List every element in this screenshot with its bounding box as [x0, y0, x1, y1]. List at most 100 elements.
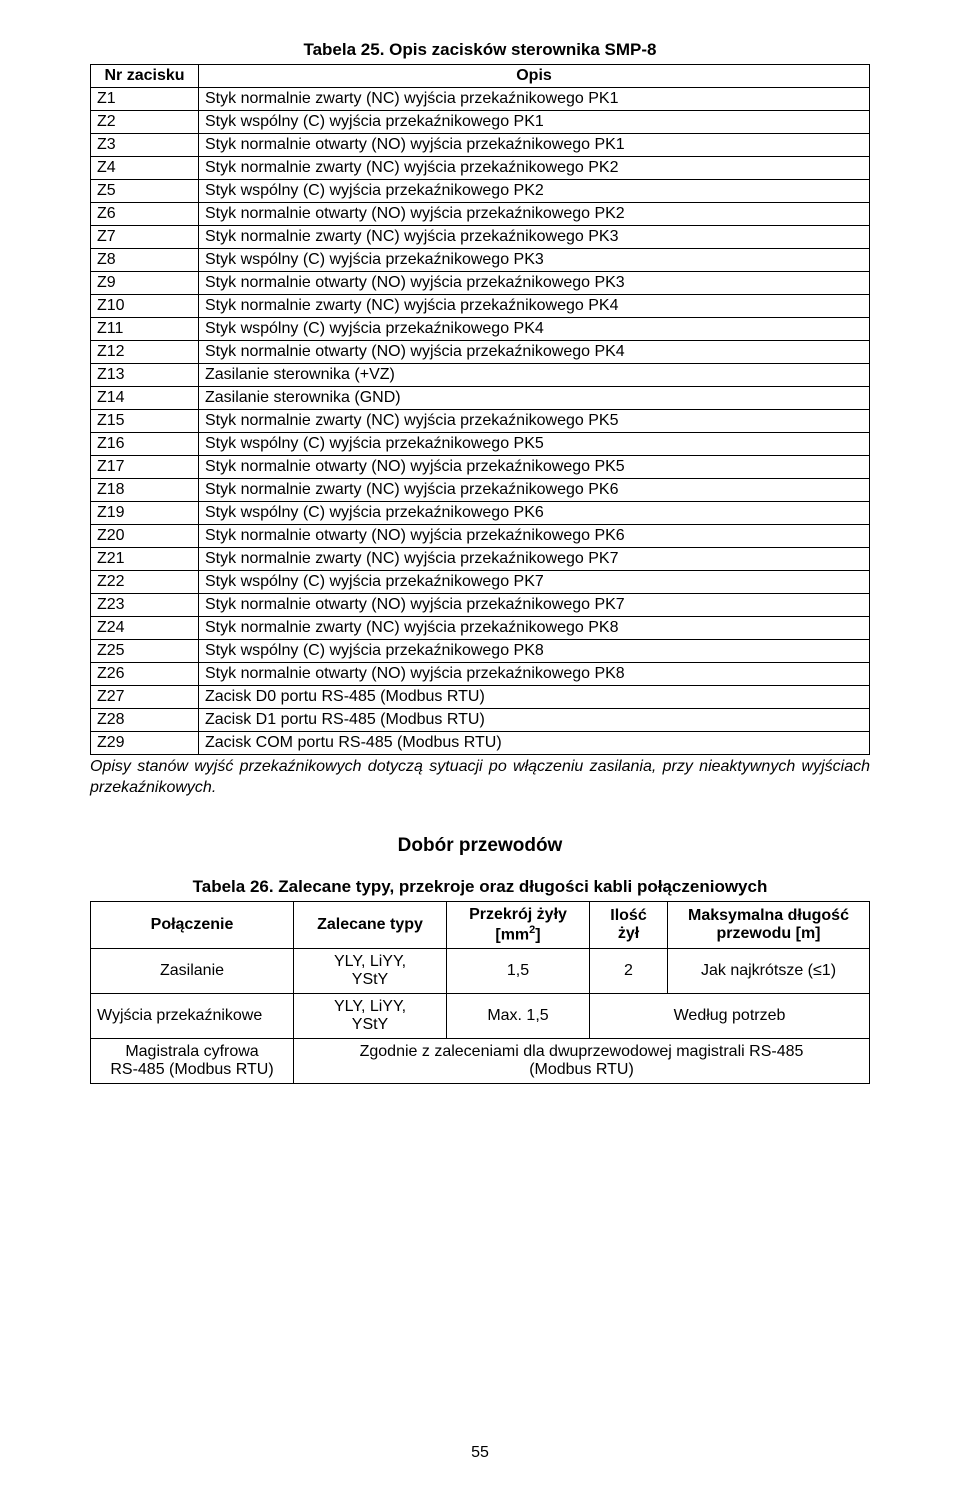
- table-cell: Wyjścia przekaźnikowe: [91, 993, 294, 1038]
- table-cell: Styk normalnie otwarty (NO) wyjścia prze…: [199, 663, 870, 686]
- table-row: Z29Zacisk COM portu RS-485 (Modbus RTU): [91, 732, 870, 755]
- table2-caption: Tabela 26. Zalecane typy, przekroje oraz…: [90, 877, 870, 897]
- table-cell: Styk normalnie otwarty (NO) wyjścia prze…: [199, 134, 870, 157]
- table-row: Z4Styk normalnie zwarty (NC) wyjścia prz…: [91, 157, 870, 180]
- table-cell: Z10: [91, 295, 199, 318]
- table-row: Z7Styk normalnie zwarty (NC) wyjścia prz…: [91, 226, 870, 249]
- table-cell: Styk normalnie otwarty (NO) wyjścia prze…: [199, 341, 870, 364]
- table-row: Z16Styk wspólny (C) wyjścia przekaźnikow…: [91, 433, 870, 456]
- table-cell: Styk normalnie zwarty (NC) wyjścia przek…: [199, 295, 870, 318]
- table-cell: Z22: [91, 571, 199, 594]
- table-row: Z11Styk wspólny (C) wyjścia przekaźnikow…: [91, 318, 870, 341]
- table-cell: Z7: [91, 226, 199, 249]
- table-cell: Styk normalnie otwarty (NO) wyjścia prze…: [199, 272, 870, 295]
- table2-header-dlugosc: Maksymalna długość przewodu [m]: [668, 901, 870, 948]
- table-cell: Z15: [91, 410, 199, 433]
- table-row: Z8Styk wspólny (C) wyjścia przekaźnikowe…: [91, 249, 870, 272]
- table2-header-polaczenie: Połączenie: [91, 901, 294, 948]
- table-row: Z12Styk normalnie otwarty (NO) wyjścia p…: [91, 341, 870, 364]
- table-cell: Styk normalnie otwarty (NO) wyjścia prze…: [199, 203, 870, 226]
- table-cell: Zasilanie: [91, 948, 294, 993]
- table-row: Z21Styk normalnie zwarty (NC) wyjścia pr…: [91, 548, 870, 571]
- table-cell: Z12: [91, 341, 199, 364]
- page-number: 55: [0, 1444, 960, 1462]
- table-cell: Styk normalnie otwarty (NO) wyjścia prze…: [199, 525, 870, 548]
- table-row: Z1Styk normalnie zwarty (NC) wyjścia prz…: [91, 88, 870, 111]
- table-cell: Z13: [91, 364, 199, 387]
- table-cell: Z8: [91, 249, 199, 272]
- table-row: Z9Styk normalnie otwarty (NO) wyjścia pr…: [91, 272, 870, 295]
- table-row: Z20Styk normalnie otwarty (NO) wyjścia p…: [91, 525, 870, 548]
- table-cell: Z24: [91, 617, 199, 640]
- table-cell: Z9: [91, 272, 199, 295]
- table-cell: Styk wspólny (C) wyjścia przekaźnikowego…: [199, 502, 870, 525]
- table-cell: Styk normalnie zwarty (NC) wyjścia przek…: [199, 88, 870, 111]
- table2-header-przekroj: Przekrój żyły [mm2]: [447, 901, 590, 948]
- table-cell: Magistrala cyfrowa RS-485 (Modbus RTU): [91, 1038, 294, 1083]
- table-cell: Z29: [91, 732, 199, 755]
- table-cell: YLY, LiYY, YStY: [294, 948, 447, 993]
- table-cell: Z28: [91, 709, 199, 732]
- table-row: Z25Styk wspólny (C) wyjścia przekaźnikow…: [91, 640, 870, 663]
- table-cell: Styk wspólny (C) wyjścia przekaźnikowego…: [199, 640, 870, 663]
- table-cell: Styk wspólny (C) wyjścia przekaźnikowego…: [199, 571, 870, 594]
- table-cell: Styk normalnie zwarty (NC) wyjścia przek…: [199, 548, 870, 571]
- table-cell: Z18: [91, 479, 199, 502]
- terminals-table: Nr zacisku Opis Z1Styk normalnie zwarty …: [90, 64, 870, 755]
- table-row: Zasilanie YLY, LiYY, YStY 1,5 2 Jak najk…: [91, 948, 870, 993]
- table-cell: Z1: [91, 88, 199, 111]
- table-row: Z22Styk wspólny (C) wyjścia przekaźnikow…: [91, 571, 870, 594]
- table-cell: Z5: [91, 180, 199, 203]
- cable-table: Połączenie Zalecane typy Przekrój żyły […: [90, 901, 870, 1084]
- table-cell: Z3: [91, 134, 199, 157]
- table-cell: Zasilanie sterownika (GND): [199, 387, 870, 410]
- table-cell: Zacisk D0 portu RS-485 (Modbus RTU): [199, 686, 870, 709]
- table-cell: Styk normalnie zwarty (NC) wyjścia przek…: [199, 479, 870, 502]
- table-cell: Z2: [91, 111, 199, 134]
- table-row: Z24Styk normalnie zwarty (NC) wyjścia pr…: [91, 617, 870, 640]
- table-cell: Z19: [91, 502, 199, 525]
- table-row: Z2Styk wspólny (C) wyjścia przekaźnikowe…: [91, 111, 870, 134]
- table-cell: Z23: [91, 594, 199, 617]
- table-cell: Styk wspólny (C) wyjścia przekaźnikowego…: [199, 180, 870, 203]
- table-row: Z6Styk normalnie otwarty (NO) wyjścia pr…: [91, 203, 870, 226]
- table-row: Z5Styk wspólny (C) wyjścia przekaźnikowe…: [91, 180, 870, 203]
- table-row: Z14Zasilanie sterownika (GND): [91, 387, 870, 410]
- table-cell: Z17: [91, 456, 199, 479]
- table-row: Magistrala cyfrowa RS-485 (Modbus RTU) Z…: [91, 1038, 870, 1083]
- table-row: Wyjścia przekaźnikowe YLY, LiYY, YStY Ma…: [91, 993, 870, 1038]
- table1-note: Opisy stanów wyjść przekaźnikowych dotyc…: [90, 757, 870, 799]
- table1-header-opis: Opis: [199, 65, 870, 88]
- table-cell: Styk normalnie otwarty (NO) wyjścia prze…: [199, 456, 870, 479]
- table-row: Z17Styk normalnie otwarty (NO) wyjścia p…: [91, 456, 870, 479]
- table-cell: Styk normalnie zwarty (NC) wyjścia przek…: [199, 226, 870, 249]
- table-row: Z19Styk wspólny (C) wyjścia przekaźnikow…: [91, 502, 870, 525]
- table-cell: Styk normalnie otwarty (NO) wyjścia prze…: [199, 594, 870, 617]
- table-cell: Styk normalnie zwarty (NC) wyjścia przek…: [199, 410, 870, 433]
- table2-header-ilosc: Ilość żył: [590, 901, 668, 948]
- table-cell: Z20: [91, 525, 199, 548]
- table-cell: Z21: [91, 548, 199, 571]
- table-cell: Zasilanie sterownika (+VZ): [199, 364, 870, 387]
- table1-header-nr: Nr zacisku: [91, 65, 199, 88]
- section-heading: Dobór przewodów: [90, 835, 870, 857]
- table-cell: Zacisk COM portu RS-485 (Modbus RTU): [199, 732, 870, 755]
- table-cell: Styk wspólny (C) wyjścia przekaźnikowego…: [199, 111, 870, 134]
- table-cell: Styk wspólny (C) wyjścia przekaźnikowego…: [199, 249, 870, 272]
- table-row: Z3Styk normalnie otwarty (NO) wyjścia pr…: [91, 134, 870, 157]
- table-cell: Z4: [91, 157, 199, 180]
- table-cell: Z11: [91, 318, 199, 341]
- table-cell: Zgodnie z zaleceniami dla dwuprzewodowej…: [294, 1038, 870, 1083]
- table-cell: 2: [590, 948, 668, 993]
- table-row: Z10Styk normalnie zwarty (NC) wyjścia pr…: [91, 295, 870, 318]
- table-cell: Styk wspólny (C) wyjścia przekaźnikowego…: [199, 318, 870, 341]
- table-cell: Według potrzeb: [590, 993, 870, 1038]
- table2-header-typy: Zalecane typy: [294, 901, 447, 948]
- table-cell: Styk normalnie zwarty (NC) wyjścia przek…: [199, 617, 870, 640]
- table-cell: Max. 1,5: [447, 993, 590, 1038]
- table-row: Z26Styk normalnie otwarty (NO) wyjścia p…: [91, 663, 870, 686]
- table-row: Z13Zasilanie sterownika (+VZ): [91, 364, 870, 387]
- table-cell: YLY, LiYY, YStY: [294, 993, 447, 1038]
- table1-caption: Tabela 25. Opis zacisków sterownika SMP-…: [90, 40, 870, 60]
- table-cell: 1,5: [447, 948, 590, 993]
